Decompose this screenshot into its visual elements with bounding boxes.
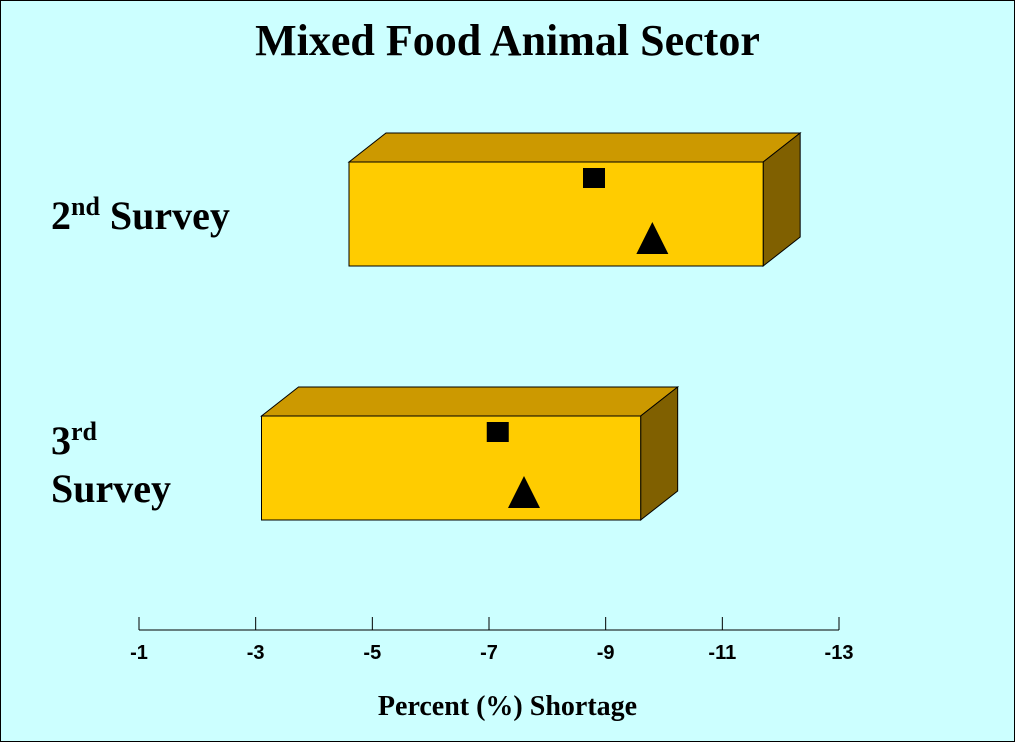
triangle-marker — [636, 222, 669, 254]
category-label-suffix: nd — [71, 192, 100, 221]
chart-title: Mixed Food Animal Sector — [255, 16, 760, 65]
category-label-suffix: rd — [71, 417, 97, 446]
category-label-text: Survey — [51, 466, 171, 511]
x-tick-label: -1 — [130, 642, 148, 664]
category-label-number: 2 — [51, 193, 71, 238]
square-marker — [583, 168, 605, 188]
square-marker — [486, 422, 509, 442]
category-label-3rd-survey: 3rd Survey — [51, 408, 171, 513]
category-label-text: Survey — [99, 193, 230, 238]
x-tick-label: -11 — [708, 642, 736, 664]
x-tick-label: -3 — [247, 642, 265, 664]
bar-front-face — [348, 161, 764, 267]
x-tick-label: -5 — [363, 642, 381, 664]
x-tick-label: -7 — [480, 642, 498, 664]
x-axis-label: Percent (%) Shortage — [377, 691, 638, 722]
x-tick-label: -9 — [597, 642, 615, 664]
bar-top-face — [347, 132, 802, 163]
bar-top-face — [260, 386, 680, 417]
category-label-2nd-survey: 2nd Survey — [51, 183, 230, 240]
bar-front-face — [261, 415, 642, 521]
x-tick-label: -13 — [825, 642, 854, 664]
category-label-number: 3 — [51, 418, 71, 463]
triangle-marker — [508, 476, 540, 508]
